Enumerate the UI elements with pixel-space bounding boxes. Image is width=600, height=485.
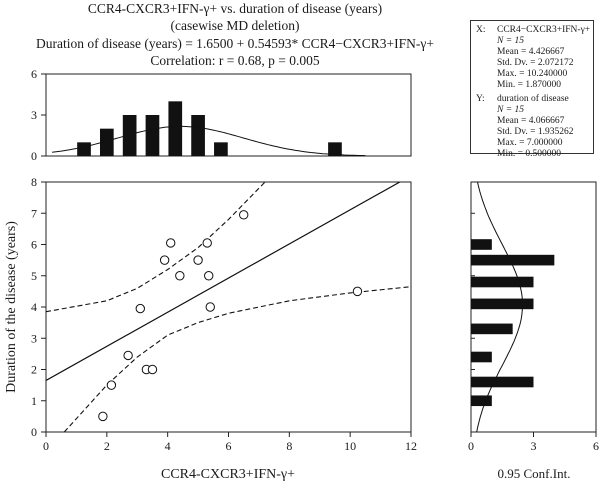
regression-line	[46, 182, 402, 381]
x-stats-min: Min. = 1.870000	[497, 80, 561, 90]
x-stats-n: N = 15	[497, 36, 524, 46]
x-tick-label: 4	[165, 439, 171, 453]
yhist-x-tick-label: 6	[593, 439, 599, 453]
data-point	[98, 411, 108, 422]
y-stats-mean: Mean = 4.066667	[497, 116, 565, 126]
data-point	[352, 286, 363, 297]
y-stats-max: Max. = 7.000000	[497, 138, 563, 148]
x-axis-label: CCR4-CXCR3+IFN-γ+	[161, 467, 295, 482]
yhist-bar	[471, 395, 492, 407]
x-tick-label: 12	[405, 439, 417, 453]
x-tick-label: 8	[286, 439, 292, 453]
x-tick-label: 10	[344, 439, 356, 453]
data-point	[202, 238, 212, 248]
x-stats-mean: Mean = 4.426667	[497, 47, 565, 57]
yhist-bar	[471, 351, 492, 363]
yhist-bar	[471, 298, 534, 310]
y-tick-label: 8	[31, 175, 37, 189]
x-stats-name: CCR4−CXCR3+IFN-γ+	[497, 25, 591, 35]
xhist-y-tick-label: 0	[31, 149, 37, 163]
data-point	[204, 271, 214, 281]
y-stats-n: N = 15	[497, 105, 524, 115]
xhist-y-tick-label: 6	[31, 67, 37, 81]
xhist-bar	[168, 101, 183, 156]
y-tick-label: 7	[31, 206, 37, 220]
x-stats-max: Max. = 10.240000	[497, 69, 568, 79]
statistics-box: X: CCR4−CXCR3+IFN-γ+ N = 15 Mean = 4.426…	[470, 20, 594, 159]
yhist-bar	[471, 323, 513, 335]
chart-subtitle: (casewise MD deletion)	[170, 18, 300, 33]
yhist-x-tick-label: 3	[531, 439, 537, 453]
yhist-x-tick-label: 0	[468, 439, 474, 453]
x-tick-label: 0	[43, 439, 49, 453]
xhist-bar	[191, 115, 205, 156]
yhist-bar	[471, 276, 534, 288]
data-point	[193, 255, 203, 265]
y-tick-label: 6	[31, 238, 37, 252]
regression-equation: Duration of disease (years) = 1.6500 + 0…	[36, 36, 434, 51]
xhist-normal-curve	[52, 125, 366, 157]
xhist-y-tick-label: 3	[31, 108, 37, 122]
confidence-band-lower	[63, 286, 411, 432]
data-point	[175, 271, 185, 281]
y-axis-label: Duration of the disease (years)	[4, 221, 19, 393]
xhist-bar	[328, 142, 342, 156]
data-point	[135, 303, 145, 314]
y-tick-label: 0	[31, 425, 37, 439]
x-tick-label: 6	[226, 439, 232, 453]
data-point	[166, 238, 176, 248]
xhist-bar	[122, 115, 137, 156]
data-point	[205, 302, 215, 312]
y-stats-tag: Y:	[476, 94, 485, 104]
xhist-bar	[214, 142, 228, 156]
correlation-text: Correlation: r = 0.68, p = 0.005	[150, 53, 320, 68]
chart-title: CCR4-CXCR3+IFN-γ+ vs. duration of diseas…	[87, 1, 383, 16]
y-stats-min: Min. = 0.500000	[497, 149, 561, 159]
x-stats-sd: Std. Dv. = 2.072172	[497, 58, 574, 68]
y-tick-label: 3	[31, 331, 37, 345]
y-tick-label: 2	[31, 363, 37, 377]
xhist-bar	[77, 142, 91, 156]
data-point	[123, 350, 133, 361]
confidence-band-upper	[46, 182, 266, 313]
xhist-bar	[99, 128, 114, 156]
yhist-normal-curve	[476, 181, 523, 433]
y-tick-label: 5	[31, 269, 37, 283]
data-point	[106, 380, 117, 390]
x-tick-label: 2	[104, 439, 110, 453]
yhist-bar	[471, 376, 534, 388]
y-tick-label: 4	[31, 300, 37, 314]
data-point	[239, 210, 249, 220]
yhist-bar	[471, 239, 492, 250]
y-stats-sd: Std. Dv. = 1.935262	[497, 127, 574, 137]
y-stats-name: duration of disease	[497, 94, 569, 104]
yhist-bar	[471, 254, 555, 266]
data-point	[147, 364, 158, 375]
data-point	[159, 255, 170, 265]
y-tick-label: 1	[31, 394, 37, 408]
xhist-bar	[145, 115, 160, 156]
x-stats-tag: X:	[476, 25, 486, 35]
conf-int-label: 0.95 Conf.Int.	[498, 466, 571, 481]
